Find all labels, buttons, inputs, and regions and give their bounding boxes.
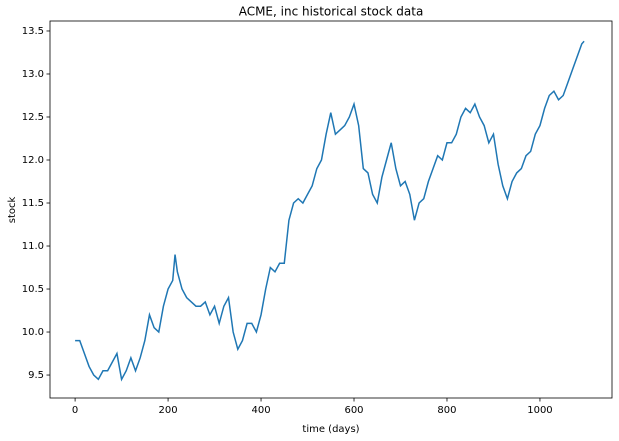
line-series [75, 40, 585, 382]
x-tick-label: 0 [72, 405, 78, 416]
x-tick-label: 1000 [527, 405, 552, 416]
y-tick-label: 11.0 [22, 241, 44, 252]
y-tick-label: 11.5 [22, 198, 44, 209]
x-tick-label: 600 [344, 405, 363, 416]
plot-frame [49, 20, 613, 399]
y-tick-label: 13.5 [22, 26, 44, 37]
x-tick-label: 400 [251, 405, 270, 416]
chart-title: ACME, inc historical stock data [239, 5, 424, 19]
y-axis-label: stock [7, 197, 18, 224]
x-tick-label: 200 [159, 405, 178, 416]
y-tick-label: 12.0 [22, 155, 44, 166]
y-tick-label: 12.5 [22, 112, 44, 123]
y-tick-label: 13.0 [22, 69, 44, 80]
y-tick-label: 10.5 [22, 284, 44, 295]
x-axis-label: time (days) [302, 424, 359, 435]
x-tick-label: 800 [437, 405, 456, 416]
y-tick-label: 9.5 [28, 370, 44, 381]
y-tick-label: 10.0 [22, 327, 44, 338]
